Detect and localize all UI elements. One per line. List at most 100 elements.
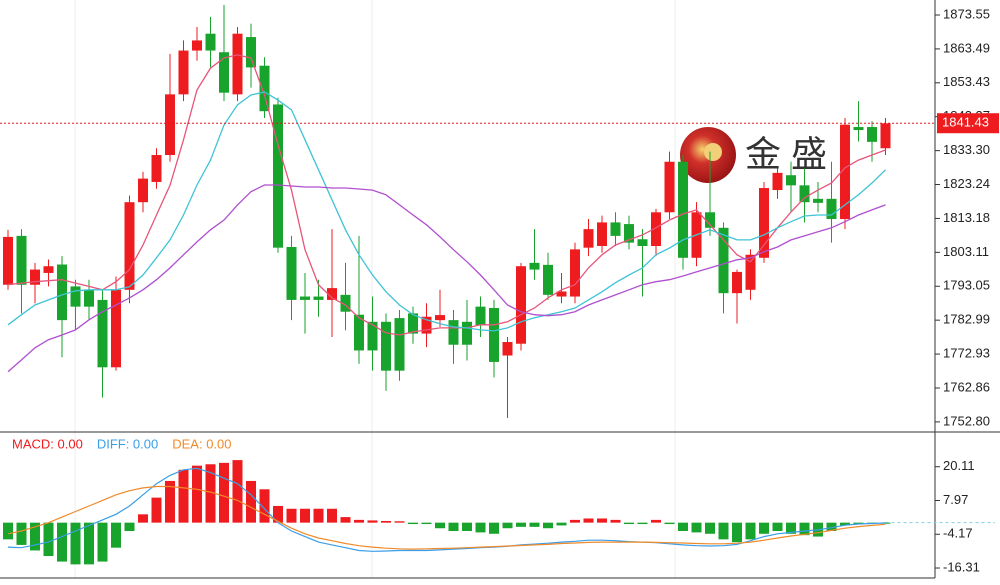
y-tick-label: 1793.05 [943,278,990,293]
macd-bar [462,522,472,532]
macd-bar [516,522,526,527]
macd-bar [759,522,769,534]
candle-body [840,124,850,220]
macd-bar [826,522,837,532]
candle-body [772,172,783,191]
candle-body [30,269,40,285]
macd-bar [840,522,850,526]
candle-body [583,229,594,248]
candle-body [70,286,81,307]
candle-body [151,155,162,182]
candle-body [124,202,135,290]
macd-bar [313,508,324,523]
macd-bar [138,514,148,523]
macd-bar [178,469,189,523]
y-tick-label: 1873.55 [943,6,990,21]
macd-bar [705,522,715,534]
y-tick-label: 20.11 [943,458,975,473]
y-tick-label: 1803.11 [943,244,989,259]
candle-body [489,307,499,362]
candle-body [16,235,27,285]
macd-bar [786,522,796,534]
candle-body [408,313,418,334]
candle-body [84,289,94,307]
ma-line [7,91,886,332]
macd-bar [367,520,378,523]
macd-bar [97,522,108,562]
candle-body [813,198,823,203]
candle-body [3,236,13,285]
macd-bar [502,522,513,529]
macd-bar [408,522,418,525]
macd-bar [354,519,364,523]
candle-body [759,188,769,258]
candle-body [880,123,891,149]
watermark-text: 金 盛 [745,134,827,175]
macd-bar [732,522,742,543]
candle-body [367,321,378,351]
macd-bar [205,464,216,523]
candle-body [97,299,108,368]
candle-body [705,212,715,228]
ma-line [7,54,886,336]
candle-body [502,342,513,356]
candle-body [651,212,661,246]
y-tick-label: 1833.30 [943,142,990,157]
candle-body [610,222,621,236]
macd-bar [597,518,607,523]
macd-bar [570,519,580,523]
candle-body [421,316,432,334]
macd-bar [246,480,256,523]
macd-bar [691,522,702,533]
candle-body [516,266,526,344]
y-tick-label: 1823.24 [943,176,990,191]
macd-bar [259,489,270,523]
candle-body [205,33,216,51]
macd-bar [340,517,351,523]
legend-entry: DEA: 0.00 [172,436,231,451]
candle-body [678,161,688,258]
y-tick-label: 7.97 [943,492,968,507]
y-tick-label: 1772.93 [943,345,990,360]
candle-body [637,239,648,246]
macd-bar [219,462,229,523]
candle-body [57,264,67,321]
macd-bar [651,519,661,523]
candle-body [556,291,567,297]
candle-body [354,314,364,351]
macd-bar [84,522,94,565]
macd-bar [124,522,135,532]
macd-bar [529,522,540,527]
candle-body [867,127,877,142]
candle-body [529,262,540,270]
candle-body [799,185,810,203]
candle-body [43,266,54,273]
candle-body [165,94,175,156]
candle-body [313,296,324,300]
macd-bar [799,522,810,536]
macd-bar [381,520,391,523]
macd-bar [30,522,40,551]
macd-bar [543,522,553,529]
macd-bar [664,522,675,525]
candle-body [732,271,742,294]
macd-bar [421,522,432,525]
candle-body [381,321,391,371]
candle-body [232,33,243,95]
candle-body [664,161,675,213]
y-tick-label: -16.31 [943,559,980,574]
macd-bar [57,522,67,562]
macd-bar [745,522,756,540]
macd-bar [16,522,27,545]
candle-body [745,254,756,290]
macd-bar [637,522,648,525]
macd-bar [232,460,243,523]
macd-bar [772,522,783,532]
macd-bar [489,522,499,534]
macd-bar [624,522,634,525]
macd-line [7,467,886,552]
candle-body [273,104,283,248]
macd-line [7,485,886,550]
y-tick-label: 1782.99 [943,312,990,327]
